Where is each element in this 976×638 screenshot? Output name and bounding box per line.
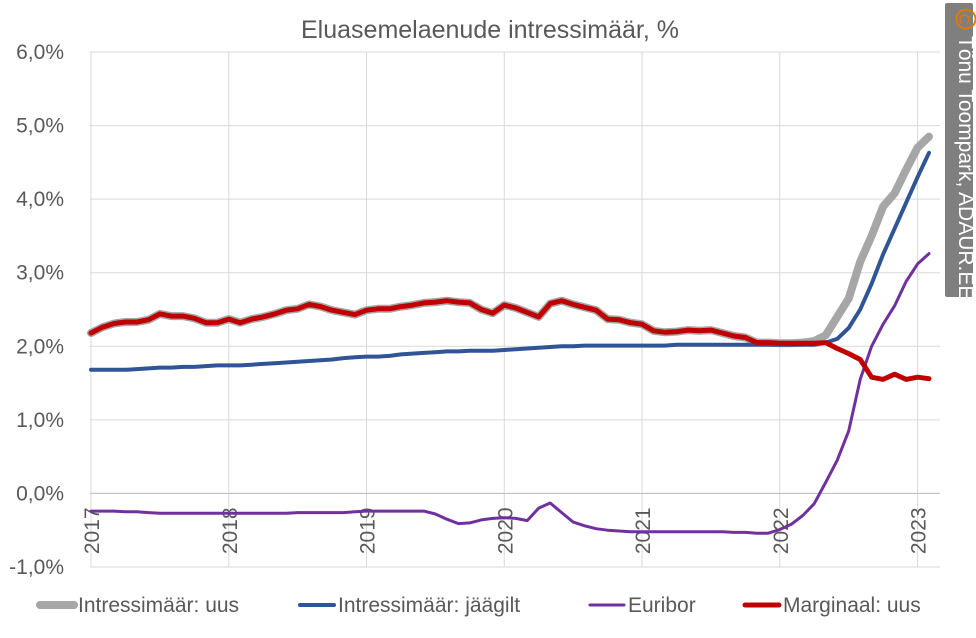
copyright-background: [945, 3, 973, 297]
y-tick-label: 0,0%: [16, 482, 64, 505]
y-tick-label: 2,0%: [16, 335, 64, 358]
copyright-text: Tõnu Toompark, ADAUR.EE: [954, 36, 976, 299]
copyright-icon-glyph: C: [956, 14, 973, 25]
y-tick-label: 6,0%: [16, 41, 64, 64]
y-tick-label: 5,0%: [16, 115, 64, 138]
series-line-0: [87, 132, 933, 348]
y-tick-label: 4,0%: [16, 188, 64, 211]
grid-lines: [90, 51, 940, 568]
copyright-badge: C Tõnu Toompark, ADAUR.EE: [945, 3, 976, 299]
legend-label-1: Intressimäär: jäägilt: [338, 594, 520, 617]
x-tick-label: 2017: [81, 507, 104, 554]
legend-label-0: Intressimäär: uus: [78, 594, 239, 617]
series-line-3: [88, 298, 932, 382]
x-tick-label: 2019: [357, 507, 380, 554]
series-lines: [87, 132, 933, 535]
legend-label-3: Marginaal: uus: [783, 594, 921, 617]
x-tick-label: 2018: [219, 507, 242, 554]
series-line-2: [89, 252, 931, 535]
y-axis-ticks: 6,0% 5,0% 4,0% 3,0% 2,0% 1,0% 0,0% -1,0%: [9, 41, 64, 579]
legend: Intressimäär: uus Intressimäär: jäägilt Eu…: [36, 594, 921, 617]
series-line-1: [89, 150, 931, 372]
legend-label-2: Euribor: [628, 594, 696, 617]
y-tick-label: -1,0%: [9, 556, 64, 579]
x-tick-label: 2023: [908, 507, 931, 554]
y-tick-label: 3,0%: [16, 262, 64, 285]
x-tick-label: 2020: [494, 507, 517, 554]
y-tick-label: 1,0%: [16, 409, 64, 432]
chart-title: Eluasemelaenude intressimäär, %: [301, 16, 679, 44]
x-tick-label: 2022: [770, 507, 793, 554]
